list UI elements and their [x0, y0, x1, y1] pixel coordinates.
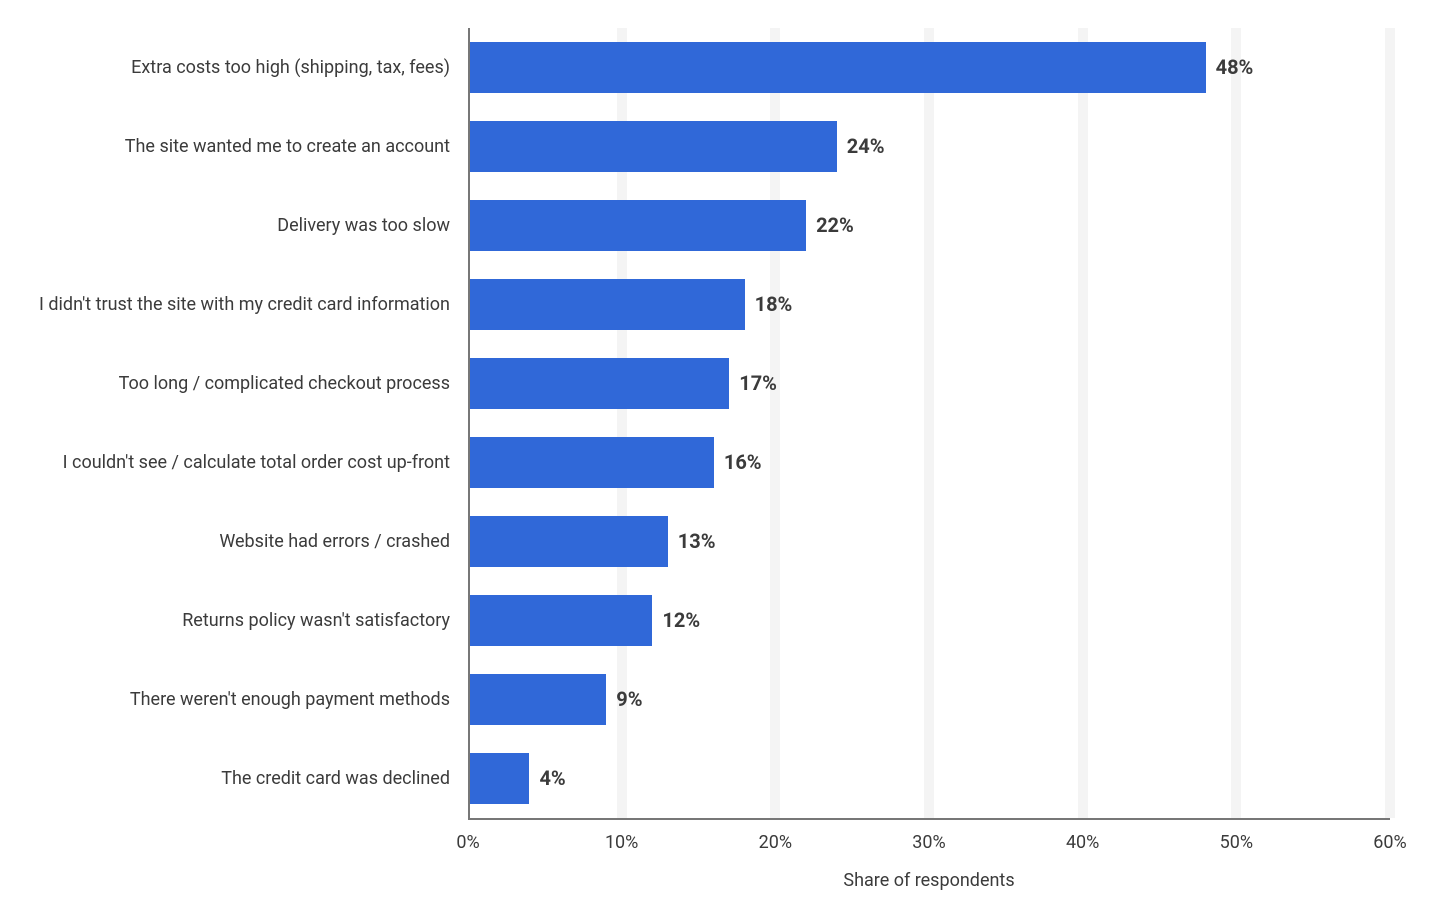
bar-value-label: 48% [1216, 55, 1254, 79]
bar-value-label: 22% [816, 213, 854, 237]
category-label: Website had errors / crashed [20, 529, 450, 553]
bar-row: 18% [468, 279, 1390, 330]
x-tick-label: 0% [456, 832, 479, 853]
y-axis-line [468, 28, 470, 818]
chart-container: 48% 24% 22% 18% 17% 16% 13% 12% 9% 4% Extra costs… [0, 0, 1430, 920]
x-tick-label: 20% [759, 832, 792, 853]
plot-area: 48% 24% 22% 18% 17% 16% 13% 12% 9% 4% [468, 28, 1390, 818]
bar [468, 121, 837, 172]
bar [468, 42, 1206, 93]
bar [468, 595, 652, 646]
bar [468, 437, 714, 488]
category-label: The credit card was declined [20, 766, 450, 790]
bar [468, 753, 529, 804]
bar-value-label: 9% [616, 687, 642, 711]
category-label: Extra costs too high (shipping, tax, fee… [20, 55, 450, 79]
bar-row: 9% [468, 674, 1390, 725]
x-tick-label: 60% [1373, 832, 1406, 853]
x-axis-title: Share of respondents [843, 870, 1014, 891]
bar-value-label: 24% [847, 134, 885, 158]
bar [468, 516, 668, 567]
category-label: I didn't trust the site with my credit c… [20, 292, 450, 316]
bar-value-label: 18% [755, 292, 793, 316]
bar-row: 17% [468, 358, 1390, 409]
bar-value-label: 4% [539, 766, 565, 790]
x-tick-label: 10% [605, 832, 638, 853]
category-label: There weren't enough payment methods [20, 687, 450, 711]
bar-row: 22% [468, 200, 1390, 251]
category-label: Returns policy wasn't satisfactory [20, 608, 450, 632]
bar [468, 279, 745, 330]
bar-value-label: 16% [724, 450, 762, 474]
bar-value-label: 13% [678, 529, 716, 553]
category-label: I couldn't see / calculate total order c… [20, 450, 450, 474]
bar-row: 48% [468, 42, 1390, 93]
bar [468, 674, 606, 725]
x-tick-label: 40% [1066, 832, 1099, 853]
x-axis-line [468, 818, 1390, 820]
bar [468, 358, 729, 409]
bar-row: 13% [468, 516, 1390, 567]
category-label: Too long / complicated checkout process [20, 371, 450, 395]
bar-row: 24% [468, 121, 1390, 172]
x-tick-label: 30% [912, 832, 945, 853]
x-tick-label: 50% [1220, 832, 1253, 853]
category-label: The site wanted me to create an account [20, 134, 450, 158]
bar-row: 12% [468, 595, 1390, 646]
bar-row: 16% [468, 437, 1390, 488]
bar [468, 200, 806, 251]
bar-value-label: 17% [739, 371, 777, 395]
bar-value-label: 12% [662, 608, 700, 632]
bar-row: 4% [468, 753, 1390, 804]
category-label: Delivery was too slow [20, 213, 450, 237]
